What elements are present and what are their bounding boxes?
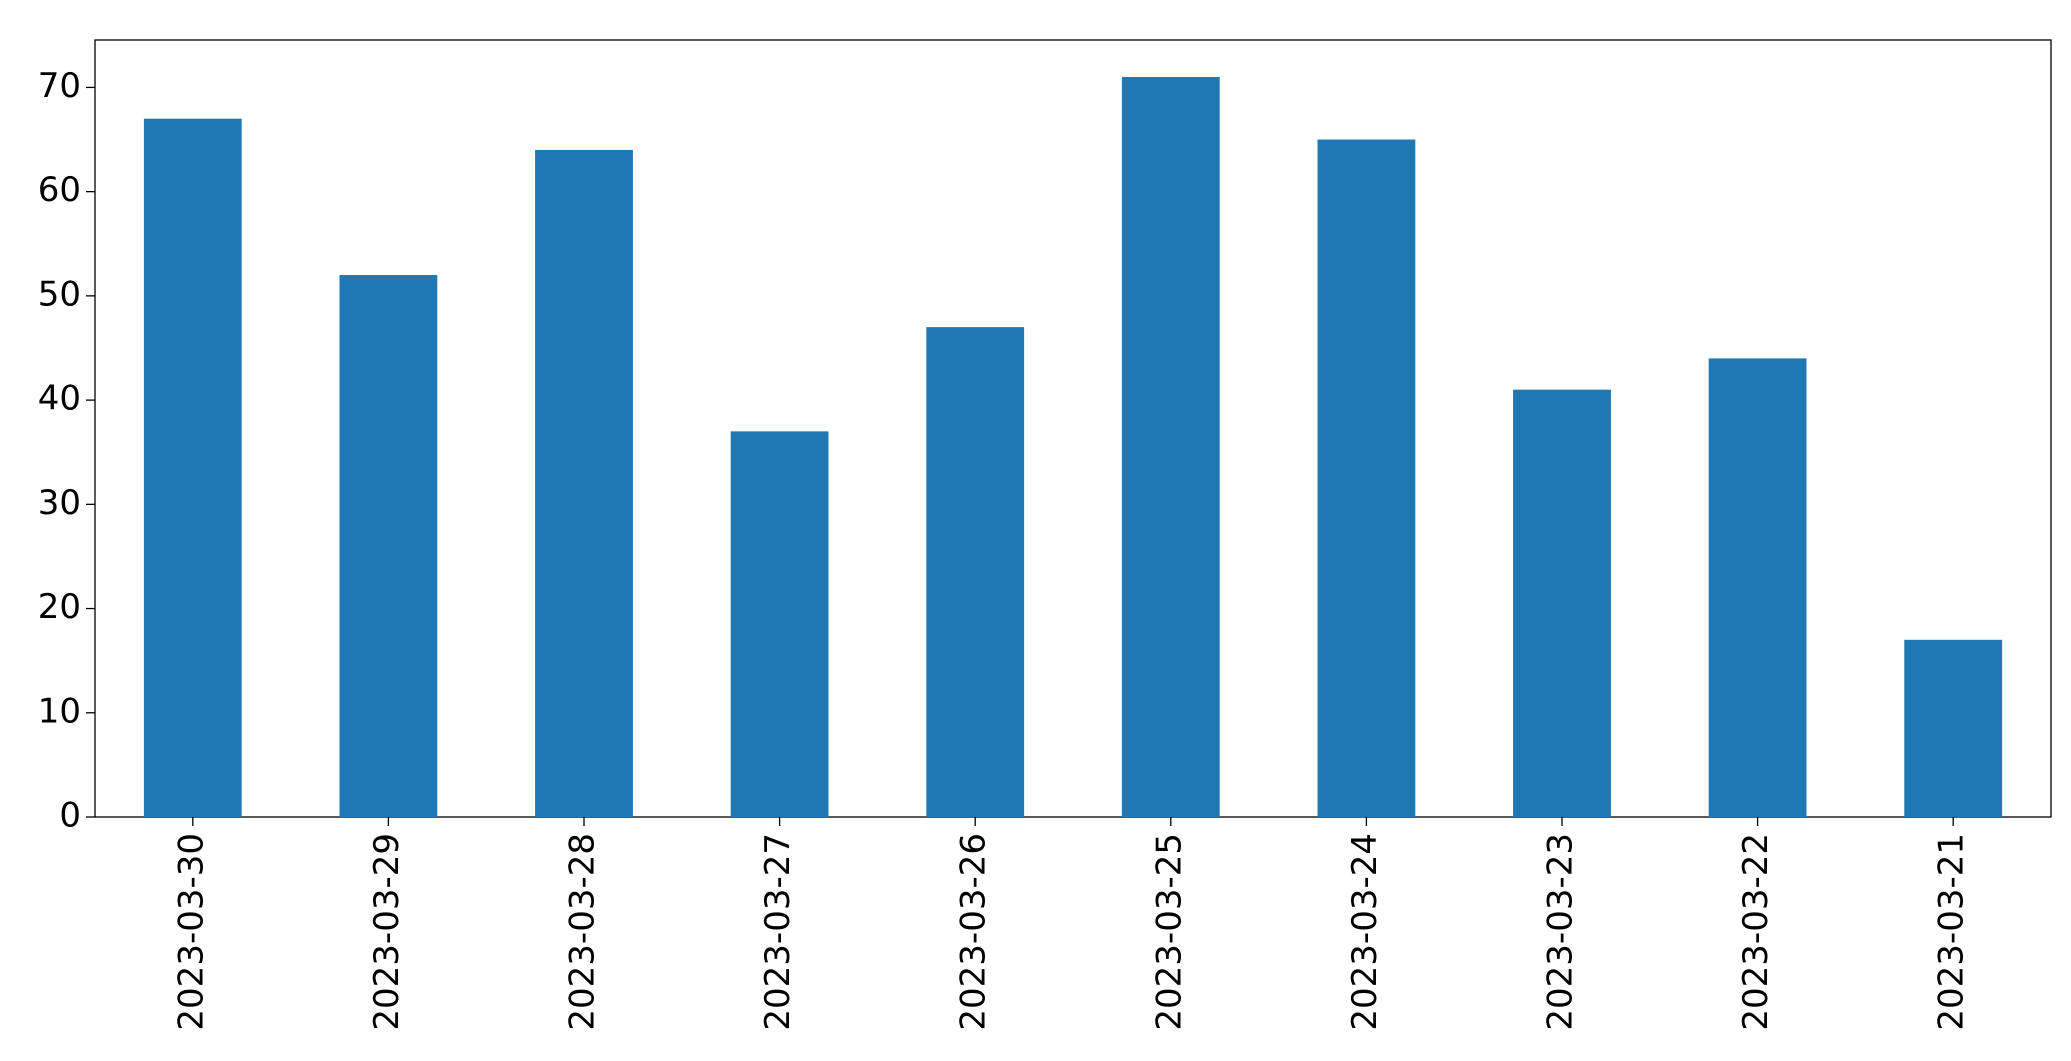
x-tick-label: 2023-03-25 — [1149, 833, 1189, 1031]
y-tick-label: 40 — [38, 379, 81, 419]
bar — [1708, 358, 1807, 817]
bar — [535, 149, 633, 817]
y-tick-label: 70 — [38, 66, 81, 106]
bar — [1317, 139, 1416, 817]
bar — [730, 431, 829, 817]
bar — [143, 118, 242, 818]
x-tick-label: 2023-03-24 — [1345, 833, 1385, 1031]
x-tick-label: 2023-03-29 — [367, 833, 407, 1031]
axes-frame — [94, 39, 2052, 818]
x-tick-label: 2023-03-28 — [563, 833, 603, 1031]
bar — [1513, 389, 1611, 817]
y-tick-label: 20 — [38, 587, 81, 627]
x-tick-label: 2023-03-30 — [171, 833, 211, 1031]
bar — [1904, 639, 2003, 817]
bar — [1121, 77, 1220, 817]
bar — [339, 275, 438, 817]
y-tick-label: 10 — [38, 691, 81, 731]
x-tick-label: 2023-03-22 — [1736, 833, 1776, 1031]
x-tick-label: 2023-03-21 — [1932, 833, 1972, 1031]
y-tick-label: 0 — [59, 796, 81, 836]
bar — [926, 327, 1025, 817]
y-tick-label: 30 — [38, 483, 81, 523]
y-tick-label: 60 — [38, 170, 81, 210]
x-tick-label: 2023-03-26 — [954, 833, 994, 1031]
x-tick-label: 2023-03-23 — [1541, 833, 1581, 1031]
x-tick-label: 2023-03-27 — [758, 833, 798, 1031]
y-tick-label: 50 — [38, 274, 81, 314]
